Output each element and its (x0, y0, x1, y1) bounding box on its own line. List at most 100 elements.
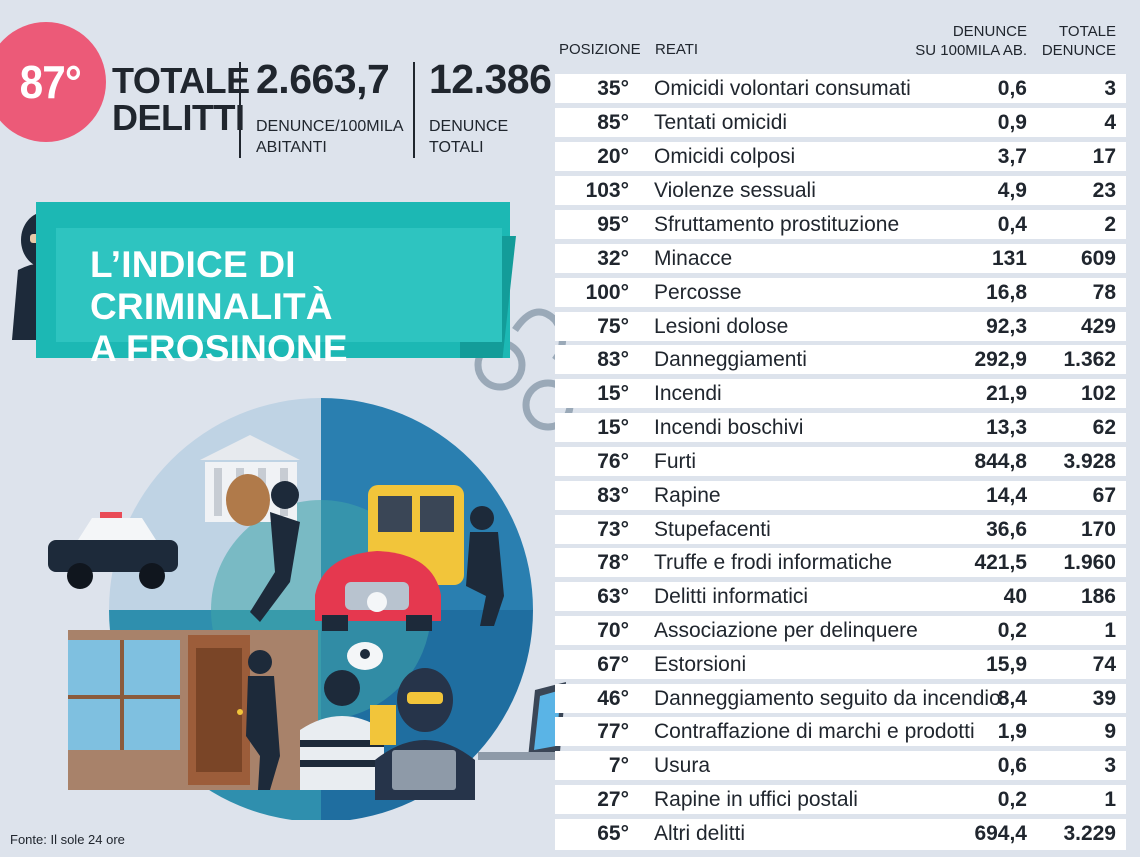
row-crime: Omicidi colposi (654, 145, 796, 168)
table-row: 70° Associazione per delinquere 0,2 1 (555, 616, 1126, 645)
row-crime: Danneggiamento seguito da incendio (654, 687, 1001, 710)
row-position: 27° (597, 788, 629, 811)
row-position: 78° (597, 551, 629, 574)
row-rate: 8,4 (997, 687, 1027, 710)
row-rate: 21,9 (986, 382, 1027, 405)
rate-label: DENUNCE/100MILA ABITANTI (256, 116, 404, 158)
table-row: 95° Sfruttamento prostituzione 0,4 2 (555, 210, 1126, 239)
row-position: 83° (597, 348, 629, 371)
total-label-line2: TOTALI (429, 139, 484, 156)
row-total: 170 (1080, 518, 1116, 541)
row-total: 3.229 (1063, 822, 1116, 845)
row-rate: 1,9 (997, 720, 1027, 743)
row-crime: Estorsioni (654, 653, 747, 676)
rate-label-line2: ABITANTI (256, 139, 327, 156)
header-crime: REATI (655, 41, 699, 58)
header-total-line1: TOTALE (1059, 23, 1116, 40)
table-row: 7° Usura 0,6 3 (555, 751, 1126, 780)
header-position: POSIZIONE (559, 41, 641, 58)
row-rate: 0,6 (997, 754, 1027, 777)
row-position: 70° (597, 619, 629, 642)
row-position: 32° (597, 247, 629, 270)
row-crime: Minacce (654, 247, 733, 270)
table-row: 65° Altri delitti 694,4 3.229 (555, 819, 1126, 850)
row-crime: Omicidi volontari consumati (654, 77, 911, 100)
divider (413, 62, 415, 158)
row-position: 7° (608, 754, 629, 777)
row-total: 3.928 (1063, 450, 1116, 473)
row-crime: Truffe e frodi informatiche (654, 551, 893, 574)
header-rate: DENUNCE SU 100MILA AB. (915, 22, 1027, 60)
row-crime: Sfruttamento prostituzione (654, 213, 900, 236)
row-crime: Associazione per delinquere (654, 619, 918, 642)
police-car-icon (48, 512, 178, 589)
source-note: Fonte: Il sole 24 ore (10, 832, 125, 847)
row-total: 3 (1104, 754, 1116, 777)
table-row: 83° Danneggiamenti 292,9 1.362 (555, 345, 1126, 374)
row-crime: Furti (654, 450, 696, 473)
row-position: 20° (597, 145, 629, 168)
burglar-icon (246, 650, 280, 790)
row-rate: 36,6 (986, 518, 1027, 541)
table-row: 15° Incendi 21,9 102 (555, 379, 1126, 408)
table-row: 76° Furti 844,8 3.928 (555, 447, 1126, 476)
row-total: 429 (1080, 315, 1116, 338)
row-position: 103° (585, 179, 629, 202)
row-position: 15° (597, 416, 629, 439)
row-rate: 292,9 (974, 348, 1027, 371)
row-crime: Danneggiamenti (654, 348, 807, 371)
rate-value: 2.663,7 (256, 56, 390, 102)
row-position: 63° (597, 585, 629, 608)
total-value: 12.386 (429, 56, 552, 102)
row-total: 1 (1104, 788, 1116, 811)
row-rate: 14,4 (986, 484, 1027, 507)
summary-title-line1: TOTALE (112, 60, 250, 101)
rate-label-line1: DENUNCE/100MILA (256, 118, 404, 135)
row-crime: Usura (654, 754, 711, 777)
row-rate: 3,7 (997, 145, 1027, 168)
prisoner-icon (300, 670, 396, 790)
row-position: 100° (585, 281, 629, 304)
row-crime: Rapine (654, 484, 721, 507)
row-rate: 16,8 (986, 281, 1027, 304)
row-total: 102 (1080, 382, 1116, 405)
row-crime: Percosse (654, 281, 742, 304)
row-total: 39 (1092, 687, 1116, 710)
row-position: 77° (597, 720, 629, 743)
red-car-icon (315, 551, 441, 631)
row-rate: 13,3 (986, 416, 1027, 439)
row-total: 23 (1092, 179, 1116, 202)
row-rate: 694,4 (974, 822, 1027, 845)
summary-title-line2: DELITTI (112, 97, 245, 138)
row-position: 85° (597, 111, 629, 134)
row-total: 609 (1080, 247, 1116, 270)
rank-badge: 87° (0, 22, 106, 142)
running-thief-icon (226, 474, 300, 622)
crime-illustration (12, 212, 574, 820)
row-position: 75° (597, 315, 629, 338)
table-row: 77° Contraffazione di marchi e prodotti 1,… (555, 717, 1126, 746)
row-rate: 0,4 (997, 213, 1027, 236)
total-label: DENUNCE TOTALI (429, 116, 508, 158)
table-row: 75° Lesioni dolose 92,3 429 (555, 312, 1126, 341)
table-row: 32° Minacce 131 609 (555, 244, 1126, 273)
table-row: 73° Stupefacenti 36,6 170 (555, 515, 1126, 544)
table-row: 78° Truffe e frodi informatiche 421,5 1.960 (555, 548, 1126, 577)
row-position: 65° (597, 822, 629, 845)
row-crime: Tentati omicidi (654, 111, 788, 134)
header-total: TOTALE DENUNCE (1042, 22, 1116, 60)
row-total: 1.960 (1063, 551, 1116, 574)
row-crime: Rapine in uffici postali (654, 788, 858, 811)
table-row: 15° Incendi boschivi 13,3 62 (555, 413, 1126, 442)
row-rate: 40 (1003, 585, 1027, 608)
row-crime: Lesioni dolose (654, 315, 789, 338)
banner (56, 228, 502, 342)
row-crime: Contraffazione di marchi e prodotti (654, 720, 975, 743)
row-rate: 0,6 (997, 77, 1027, 100)
row-total: 78 (1092, 281, 1116, 304)
summary-title: TOTALE DELITTI (112, 60, 250, 138)
row-position: 83° (597, 484, 629, 507)
row-rate: 0,2 (997, 619, 1027, 642)
row-position: 76° (597, 450, 629, 473)
total-label-line1: DENUNCE (429, 118, 509, 135)
